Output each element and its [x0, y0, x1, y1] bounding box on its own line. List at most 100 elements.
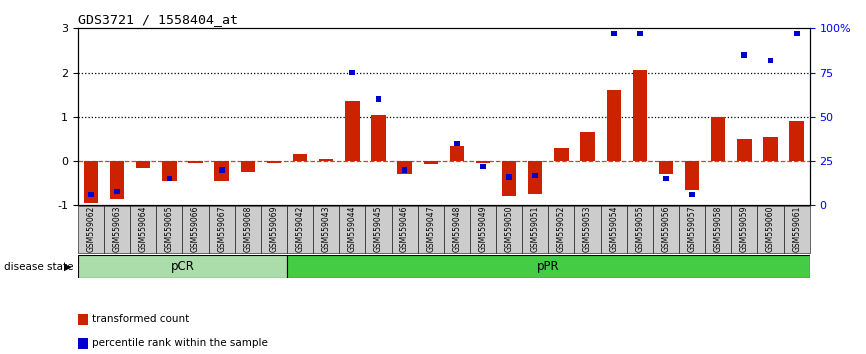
- Bar: [554, 148, 569, 161]
- Text: GSM559062: GSM559062: [87, 206, 95, 252]
- Bar: [443, 206, 470, 253]
- Bar: [679, 206, 705, 253]
- Text: transformed count: transformed count: [92, 314, 189, 324]
- Bar: [480, 164, 486, 169]
- Bar: [84, 161, 98, 203]
- Bar: [653, 206, 679, 253]
- Bar: [287, 206, 313, 253]
- Bar: [611, 31, 617, 36]
- Bar: [423, 161, 438, 164]
- Bar: [114, 188, 120, 194]
- Bar: [78, 255, 287, 278]
- Bar: [548, 206, 574, 253]
- Bar: [209, 206, 235, 253]
- Bar: [162, 161, 177, 181]
- Bar: [731, 206, 758, 253]
- Bar: [689, 192, 695, 198]
- Bar: [758, 206, 784, 253]
- Bar: [685, 161, 699, 190]
- Bar: [449, 145, 464, 161]
- Bar: [454, 141, 460, 146]
- Text: GDS3721 / 1558404_at: GDS3721 / 1558404_at: [78, 13, 238, 26]
- Text: GSM559042: GSM559042: [295, 206, 305, 252]
- Text: GSM559058: GSM559058: [714, 206, 723, 252]
- Text: GSM559057: GSM559057: [688, 206, 696, 252]
- Text: GSM559050: GSM559050: [505, 206, 514, 252]
- Bar: [767, 58, 773, 63]
- Bar: [606, 90, 621, 161]
- Bar: [790, 121, 804, 161]
- Bar: [659, 161, 673, 175]
- Bar: [574, 206, 601, 253]
- Bar: [784, 206, 810, 253]
- Text: GSM559048: GSM559048: [452, 206, 462, 252]
- Text: GSM559060: GSM559060: [766, 206, 775, 252]
- Text: GSM559049: GSM559049: [479, 206, 488, 252]
- Bar: [88, 192, 94, 198]
- Text: GSM559061: GSM559061: [792, 206, 801, 252]
- Text: GSM559044: GSM559044: [348, 206, 357, 252]
- Bar: [663, 176, 669, 181]
- Bar: [157, 206, 183, 253]
- Bar: [376, 97, 381, 102]
- Text: pPR: pPR: [537, 260, 559, 273]
- Text: disease state: disease state: [4, 262, 74, 272]
- Bar: [507, 174, 512, 179]
- Text: GSM559067: GSM559067: [217, 206, 226, 252]
- Bar: [475, 161, 490, 163]
- Bar: [705, 206, 731, 253]
- Bar: [794, 31, 799, 36]
- Bar: [78, 206, 104, 253]
- Text: GSM559051: GSM559051: [531, 206, 540, 252]
- Bar: [741, 52, 747, 58]
- Bar: [339, 206, 365, 253]
- Bar: [496, 206, 522, 253]
- Bar: [104, 206, 130, 253]
- Text: GSM559069: GSM559069: [269, 206, 279, 252]
- Bar: [215, 161, 229, 181]
- Text: GSM559053: GSM559053: [583, 206, 592, 252]
- Bar: [763, 137, 778, 161]
- Bar: [293, 154, 307, 161]
- Bar: [267, 161, 281, 163]
- Bar: [319, 159, 333, 161]
- Bar: [346, 101, 359, 161]
- Text: pCR: pCR: [171, 260, 194, 273]
- Bar: [637, 31, 643, 36]
- Bar: [402, 167, 408, 172]
- Text: GSM559055: GSM559055: [636, 206, 644, 252]
- Bar: [522, 206, 548, 253]
- Bar: [219, 167, 224, 172]
- Text: GSM559045: GSM559045: [374, 206, 383, 252]
- Bar: [627, 206, 653, 253]
- Bar: [110, 161, 125, 199]
- Text: percentile rank within the sample: percentile rank within the sample: [92, 338, 268, 348]
- Bar: [417, 206, 443, 253]
- Text: GSM559064: GSM559064: [139, 206, 148, 252]
- Bar: [528, 161, 542, 194]
- Text: GSM559043: GSM559043: [322, 206, 331, 252]
- Bar: [580, 132, 595, 161]
- Text: GSM559056: GSM559056: [662, 206, 670, 252]
- Bar: [533, 172, 538, 178]
- Bar: [633, 70, 647, 161]
- Bar: [313, 206, 339, 253]
- Bar: [136, 161, 151, 168]
- Text: GSM559063: GSM559063: [113, 206, 121, 252]
- Text: GSM559068: GSM559068: [243, 206, 252, 252]
- Text: GSM559065: GSM559065: [165, 206, 174, 252]
- Text: GSM559054: GSM559054: [609, 206, 618, 252]
- Text: ▶: ▶: [64, 262, 72, 272]
- Bar: [189, 161, 203, 163]
- Bar: [372, 115, 385, 161]
- Text: GSM559047: GSM559047: [426, 206, 436, 252]
- Bar: [365, 206, 391, 253]
- Text: GSM559046: GSM559046: [400, 206, 409, 252]
- Bar: [241, 161, 255, 172]
- Bar: [391, 206, 417, 253]
- Bar: [235, 206, 261, 253]
- Bar: [287, 255, 810, 278]
- Text: GSM559066: GSM559066: [191, 206, 200, 252]
- Bar: [502, 161, 516, 196]
- Bar: [130, 206, 157, 253]
